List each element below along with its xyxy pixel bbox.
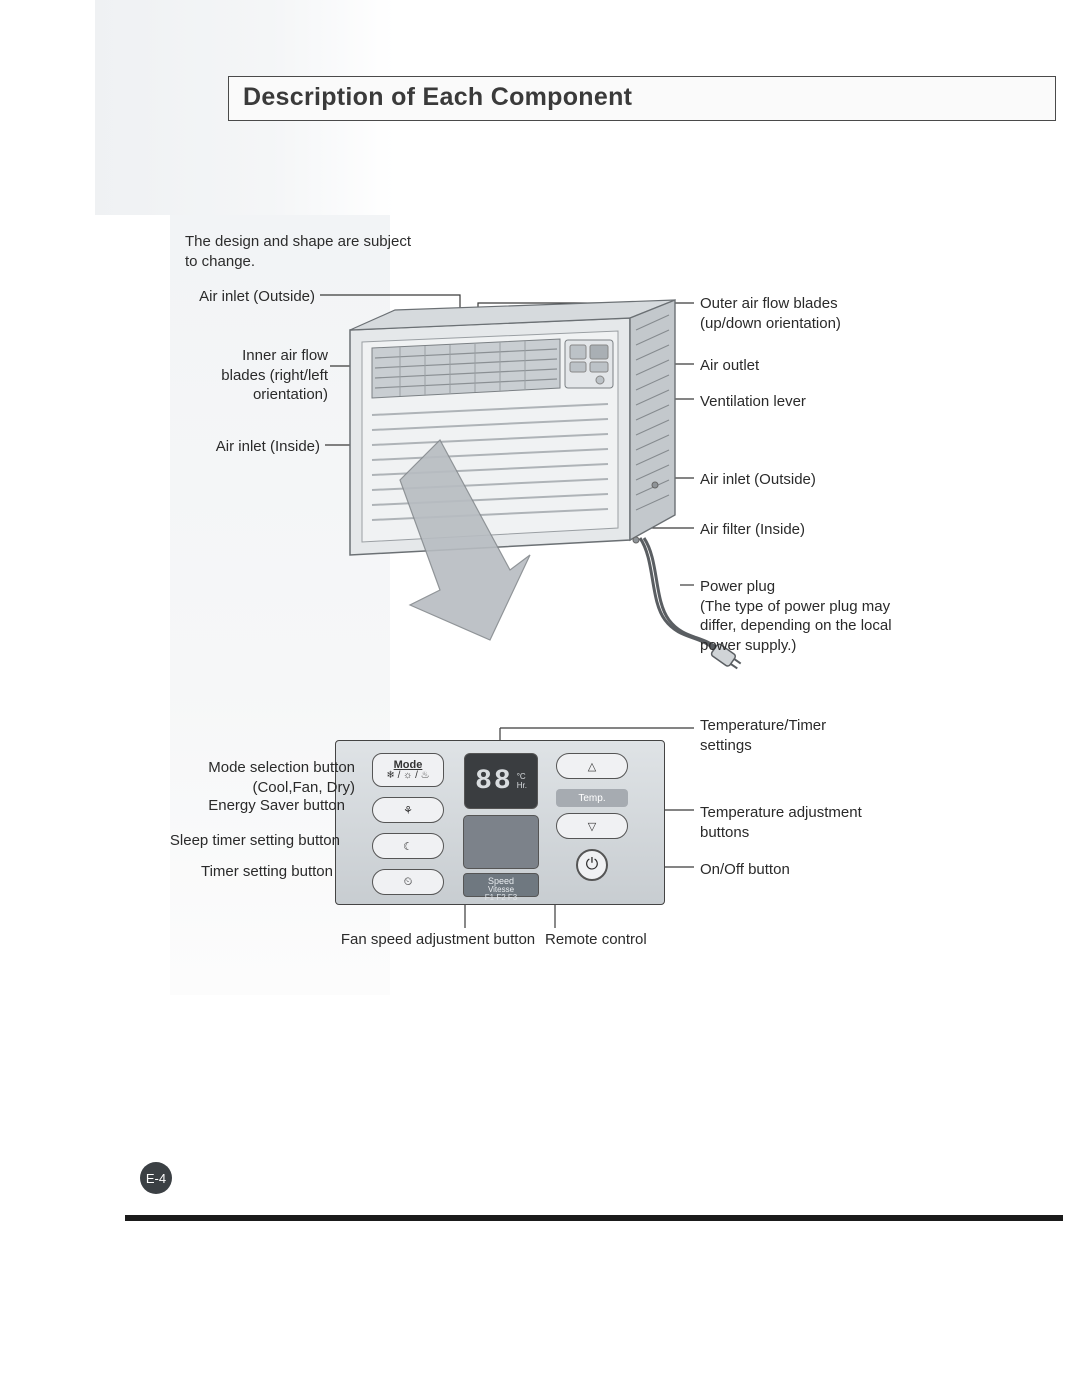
energy-saver-icon: ⚘ — [403, 804, 413, 817]
label-air-filter-inside: Air filter (Inside) — [700, 520, 870, 540]
temp-label-text: Temp. — [578, 793, 605, 804]
label-air-outlet: Air outlet — [700, 356, 850, 376]
sleep-timer-button[interactable]: ☾ — [372, 833, 444, 859]
label-power-plug: Power plug (The type of power plug may d… — [700, 577, 930, 655]
page-number-badge: E-4 — [140, 1162, 172, 1194]
temp-up-button[interactable]: △ — [556, 753, 628, 779]
panel-right-column: △ Temp. ▽ ⏻ — [556, 753, 628, 881]
label-power-plug-title: Power plug — [700, 578, 775, 595]
temp-down-icon: ▽ — [588, 820, 596, 833]
panel-display: 88 °C Hr. — [464, 753, 538, 809]
label-fan-speed: Fan speed adjustment button — [333, 930, 543, 950]
page-bottom-rule — [125, 1215, 1063, 1221]
display-unit-c: °C — [517, 772, 527, 781]
display-unit-hr: Hr. — [517, 781, 527, 790]
power-button[interactable]: ⏻ — [576, 849, 608, 881]
label-mode-button: Mode selection button (Cool,Fan, Dry) — [185, 758, 355, 797]
timer-icon: ⏲ — [404, 876, 413, 889]
power-icon: ⏻ — [586, 856, 599, 874]
label-onoff: On/Off button — [700, 860, 870, 880]
panel-left-column: Mode ❄ / ☼ / ♨ ⚘ ☾ ⏲ — [372, 753, 444, 905]
label-mode-button-sub: (Cool,Fan, Dry) — [252, 779, 355, 796]
label-temp-adjust: Temperature adjustment buttons — [700, 803, 890, 842]
temp-label: Temp. — [556, 789, 628, 807]
mode-button[interactable]: Mode ❄ / ☼ / ♨ — [372, 753, 444, 787]
label-mode-button-text: Mode selection button — [208, 759, 355, 776]
mode-button-label: Mode — [394, 760, 423, 771]
label-air-inlet-inside: Air inlet (Inside) — [190, 437, 320, 457]
remote-sensor — [463, 815, 539, 869]
label-timer: Timer setting button — [185, 862, 333, 882]
display-digits: 88 — [475, 766, 513, 797]
temp-up-icon: △ — [588, 760, 596, 773]
label-air-inlet-outside-top: Air inlet (Outside) — [180, 287, 315, 307]
label-air-inlet-outside-side: Air inlet (Outside) — [700, 470, 870, 490]
label-energy-saver: Energy Saver button — [185, 796, 345, 816]
timer-button[interactable]: ⏲ — [372, 869, 444, 895]
temp-down-button[interactable]: ▽ — [556, 813, 628, 839]
label-power-plug-note: (The type of power plug may differ, depe… — [700, 598, 892, 654]
label-temp-timer-settings: Temperature/Timer settings — [700, 716, 870, 755]
label-inner-airflow-blades: Inner air flow blades (right/left orient… — [200, 346, 328, 405]
page-number: E-4 — [146, 1171, 166, 1186]
sleep-icon: ☾ — [403, 840, 413, 853]
energy-saver-button[interactable]: ⚘ — [372, 797, 444, 823]
label-remote-control: Remote control — [545, 930, 675, 950]
mode-button-icons: ❄ / ☼ / ♨ — [386, 771, 429, 781]
label-sleep-timer: Sleep timer setting button — [155, 831, 340, 851]
speed-levels: F1 F2 F3 — [456, 893, 546, 902]
label-outer-airflow-blades: Outer air flow blades (up/down orientati… — [700, 294, 880, 333]
control-panel: Mode ❄ / ☼ / ♨ ⚘ ☾ ⏲ 88 °C Hr. Speed Vit… — [335, 740, 665, 905]
label-ventilation-lever: Ventilation lever — [700, 392, 850, 412]
